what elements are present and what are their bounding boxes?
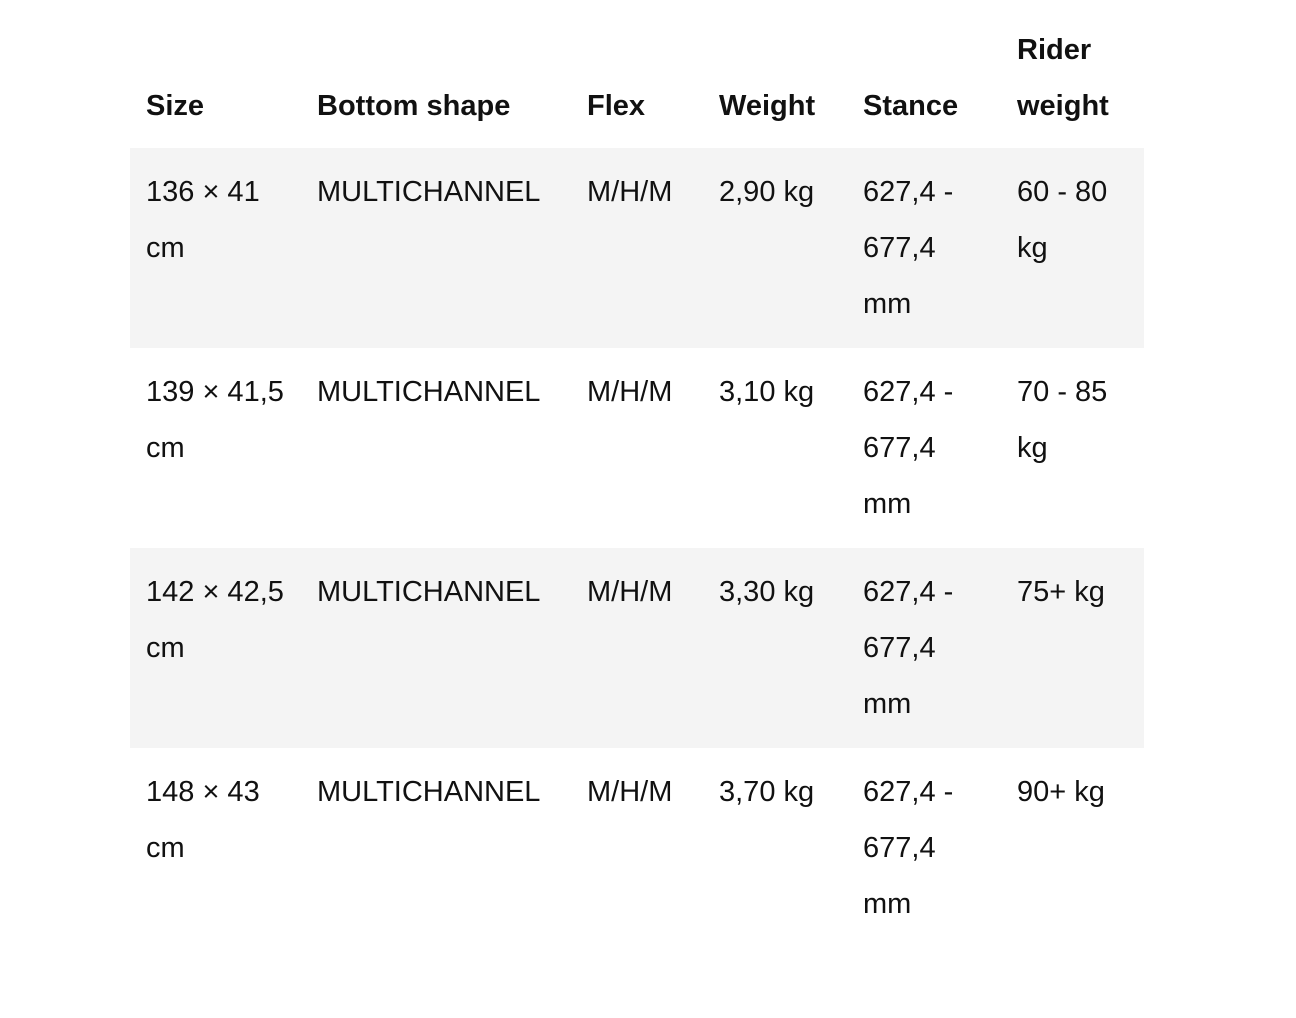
cell-flex: M/H/M [571,548,703,748]
header-weight: Weight [719,90,816,122]
cell-rider-weight: 90+ kg [1017,776,1105,808]
header-row: Size Bottom shape Flex Weight Stance Rid… [130,22,1144,148]
cell-flex: M/H/M [587,376,673,408]
cell-size: 142 × 42,5 cm [130,548,301,748]
cell-bottom-shape: MULTICHANNEL [317,776,541,808]
cell-rider-weight: 75+ kg [1001,548,1144,748]
cell-flex: M/H/M [587,776,673,808]
cell-stance: 627,4 - 677,4 mm [847,148,1001,348]
cell-weight: 3,10 kg [719,376,815,408]
header-size: Size [146,90,205,122]
table-row: 139 × 41,5 cm MULTICHANNEL M/H/M 3,10 kg 627… [130,348,1144,548]
header-flex: Flex [587,90,646,122]
table-row: 148 × 43 cm MULTICHANNEL M/H/M 3,70 kg 627,4… [130,748,1144,948]
cell-stance: 627,4 - 677,4 mm [847,548,1001,748]
table-row: 142 × 42,5 cm MULTICHANNEL M/H/M 3,30 kg 627… [130,548,1144,748]
header-bottom-shape: Bottom shape [317,90,511,122]
cell-weight: 2,90 kg [703,148,847,348]
table-row: 136 × 41 cm MULTICHANNEL M/H/M 2,90 kg 627,4… [130,148,1144,348]
cell-size: 139 × 41,5 cm [146,376,284,464]
cell-weight: 3,30 kg [703,548,847,748]
cell-bottom-shape: MULTICHANNEL [301,548,571,748]
cell-rider-weight: 60 - 80 kg [1001,148,1144,348]
cell-flex: M/H/M [571,148,703,348]
cell-stance: 627,4 - 677,4 mm [863,776,954,920]
cell-weight: 3,70 kg [719,776,815,808]
specs-table: Size Bottom shape Flex Weight Stance Rid… [130,22,1144,948]
cell-bottom-shape: MULTICHANNEL [317,376,541,408]
cell-rider-weight: 70 - 85 kg [1017,376,1108,464]
header-rider-weight: Rider weight [1017,34,1109,122]
header-stance: Stance [863,90,959,122]
cell-size: 136 × 41 cm [130,148,301,348]
cell-stance: 627,4 - 677,4 mm [863,376,954,520]
cell-bottom-shape: MULTICHANNEL [301,148,571,348]
cell-size: 148 × 43 cm [146,776,260,864]
